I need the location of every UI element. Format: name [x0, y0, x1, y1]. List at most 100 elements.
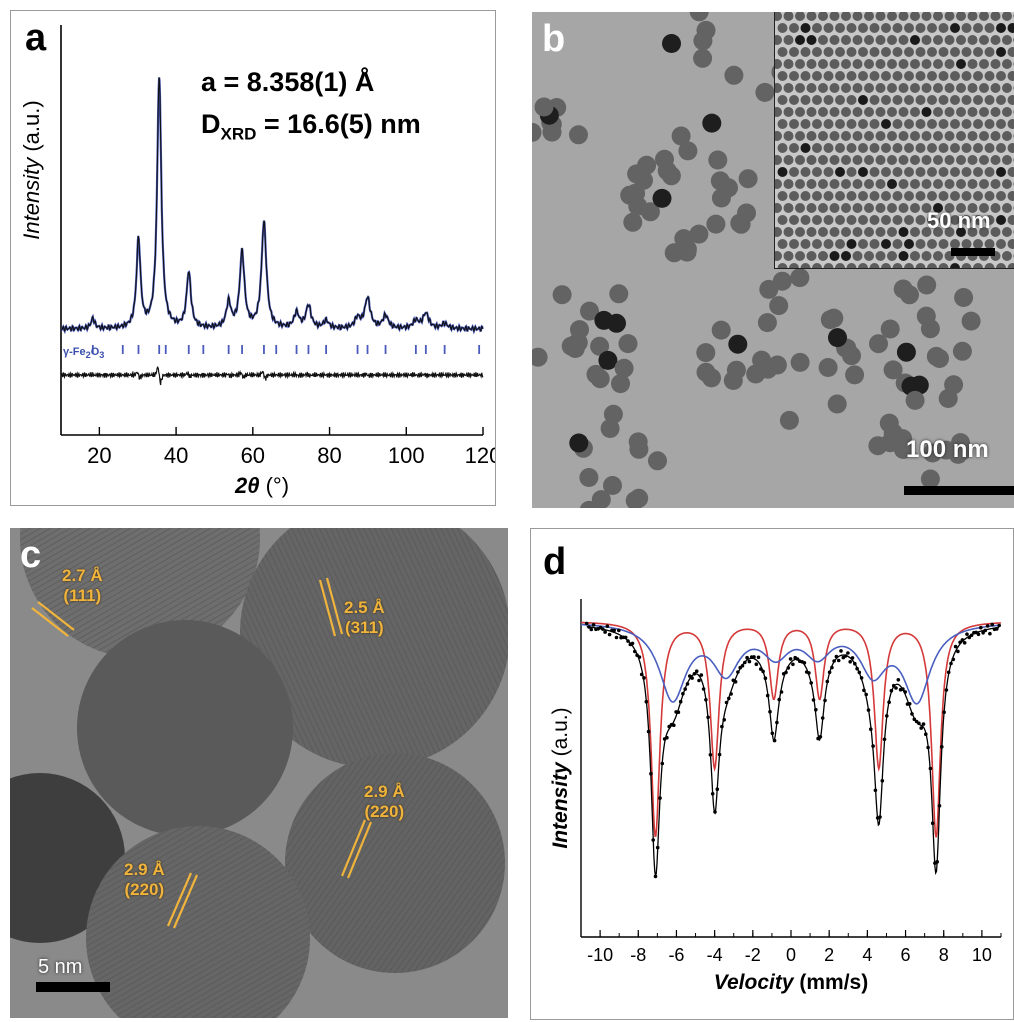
nanoparticle [689, 12, 709, 22]
inset-nanoparticle [979, 203, 989, 213]
mb-tick-label--2: -2 [745, 945, 761, 965]
inset-nanoparticle [777, 143, 788, 153]
mb-data-point [894, 686, 898, 690]
inset-nanoparticle [956, 131, 966, 141]
inset-nanoparticle [944, 131, 955, 141]
tem-inset: 50 nm [774, 12, 1014, 269]
nanoparticle [896, 342, 916, 362]
inset-nanoparticle [921, 227, 932, 237]
inset-nanoparticle [800, 47, 811, 57]
inset-nanoparticle [812, 71, 822, 81]
inset-nanoparticle [887, 83, 897, 93]
nanoparticle [580, 301, 599, 321]
inset-nanoparticle [984, 143, 995, 153]
xrd-calculated-line [60, 77, 484, 333]
inset-nanoparticle [1002, 155, 1012, 165]
inset-nanoparticle [904, 119, 914, 129]
inset-nanoparticle [898, 131, 909, 141]
inset-nanoparticle [944, 179, 955, 189]
inset-nanoparticle [864, 59, 874, 69]
inset-nanoparticle [783, 12, 794, 21]
inset-nanoparticle [852, 131, 863, 141]
inset-nanoparticle [841, 12, 851, 21]
inset-nanoparticle [835, 191, 845, 201]
inset-nanoparticle [967, 35, 978, 45]
inset-nanoparticle [1002, 83, 1012, 93]
fringe-label-111: 2.7 Å (111) [62, 566, 103, 605]
inset-nanoparticle [996, 215, 1006, 225]
nanoparticle [702, 113, 722, 133]
inset-nanoparticle [789, 215, 799, 225]
mb-tick-label-8: 8 [939, 945, 949, 965]
inset-nanoparticle [892, 95, 903, 105]
inset-nanoparticle [783, 83, 794, 93]
inset-nanoparticle [956, 59, 966, 69]
nanoparticle [570, 320, 589, 340]
inset-nanoparticle [1002, 59, 1012, 69]
inset-nanoparticle [887, 59, 897, 69]
nanoparticle [755, 82, 775, 102]
inset-nanoparticle [996, 143, 1006, 153]
inset-nanoparticle [846, 191, 857, 201]
inset-nanoparticle [927, 23, 937, 33]
inset-nanoparticle [858, 95, 868, 105]
inset-nanoparticle [904, 95, 914, 105]
inset-nanoparticle [956, 179, 966, 189]
inset-nanoparticle [984, 95, 995, 105]
inset-nanoparticle [852, 227, 863, 237]
inset-nanoparticle [921, 203, 932, 213]
inset-nanoparticle [864, 155, 874, 165]
inset-nanoparticle [775, 107, 782, 117]
inset-nanoparticle [829, 12, 840, 21]
inset-nanoparticle [979, 131, 989, 141]
inset-nanoparticle [800, 23, 811, 33]
inset-nanoparticle [835, 143, 845, 153]
inset-nanoparticle [956, 227, 966, 237]
xrd-tick-label-20: 20 [87, 443, 111, 468]
mb-data-point [605, 624, 610, 628]
nanoparticle [961, 311, 981, 331]
inset-nanoparticle [904, 167, 914, 177]
inset-nanoparticle [996, 239, 1006, 249]
panel-d-mossbauer: -10 -8 -6 -4 -2 0 2 4 6 8 10 Velocity (mm/s) Intensi… [530, 528, 1014, 1020]
inset-nanoparticle [1002, 35, 1012, 45]
nanoparticle [868, 436, 888, 456]
inset-nanoparticle [967, 179, 978, 189]
mb-data-point [614, 635, 619, 640]
inset-nanoparticle [795, 83, 805, 93]
inset-nanoparticle [795, 131, 805, 141]
nanoparticle [552, 285, 572, 305]
inset-nanoparticle [835, 23, 845, 33]
nanoparticle [905, 390, 925, 410]
mb-data-point [979, 625, 983, 630]
inset-nanoparticle [887, 12, 897, 21]
inset-nanoparticle [777, 191, 788, 201]
inset-nanoparticle [915, 263, 926, 268]
inset-nanoparticle [846, 239, 857, 249]
inset-nanoparticle [910, 155, 920, 165]
mb-data-point [997, 623, 1001, 628]
inset-nanoparticle [967, 59, 978, 69]
mb-data-point [788, 657, 793, 661]
inset-nanoparticle [795, 12, 805, 21]
inset-nanoparticle [800, 215, 811, 225]
mb-xlabel: Velocity (mm/s) [714, 971, 868, 994]
inset-nanoparticle [864, 83, 874, 93]
mb-data-point [589, 627, 594, 632]
inset-nanoparticle [835, 71, 845, 81]
nanoparticle [724, 65, 744, 85]
inset-nanoparticle [973, 167, 983, 177]
inset-nanoparticle [818, 203, 828, 213]
nanoparticle [678, 141, 698, 161]
inset-nanoparticle [875, 35, 886, 45]
inset-nanoparticle [864, 179, 874, 189]
inset-nanoparticle [775, 227, 782, 237]
inset-nanoparticle [984, 119, 995, 129]
inset-nanoparticle [818, 179, 828, 189]
inset-nanoparticle [829, 83, 840, 93]
inset-nanoparticle [984, 47, 995, 57]
nanoparticle [954, 288, 974, 307]
inset-nanoparticle [818, 12, 828, 21]
inset-nanoparticle [967, 107, 978, 117]
mb-tick-label-6: 6 [901, 945, 911, 965]
